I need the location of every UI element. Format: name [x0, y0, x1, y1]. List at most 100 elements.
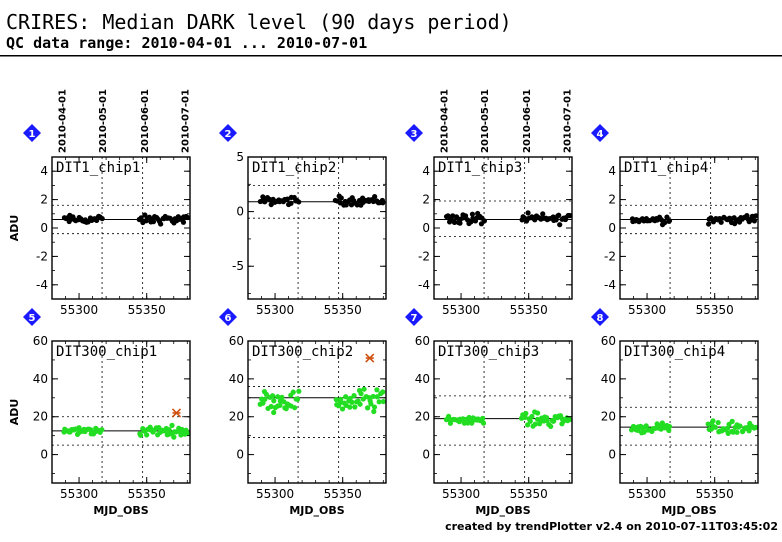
data-point — [296, 388, 302, 394]
y-tick-label: 60 — [415, 334, 430, 348]
data-point — [643, 423, 649, 429]
y-tick-label: 40 — [229, 372, 244, 386]
y-tick-label: 0 — [608, 221, 616, 235]
data-point — [715, 419, 721, 426]
panel-DIT300_chip1: 5 0 20 40 60 55300 55350 DIT300_chip1 ADU MJD_OBS — [8, 308, 191, 517]
header-rule — [0, 55, 782, 57]
data-point — [453, 214, 460, 220]
y-tick-label: 40 — [601, 372, 616, 386]
date-tick-label: 2010-04-01 — [439, 89, 450, 153]
data-point — [364, 405, 371, 411]
data-point — [288, 200, 294, 206]
page-subtitle: QC data range: 2010-04-01 ... 2010-07-01 — [6, 34, 367, 52]
date-tick-label: 2010-05-01 — [98, 89, 109, 153]
panel-badge-icon — [219, 124, 237, 142]
y-tick-label: 2 — [40, 193, 48, 207]
data-point — [481, 218, 487, 224]
outlier-point — [365, 353, 375, 363]
data-point — [166, 427, 172, 433]
data-point — [371, 404, 378, 410]
data-point — [371, 408, 377, 415]
data-point — [283, 406, 289, 412]
y-tick-label: 2 — [608, 193, 616, 207]
x-tick-label: 55300 — [256, 303, 294, 317]
panel-DIT300_chip4: 8 0 20 40 60 55300 55350 DIT300_chip4 MJD_OBS — [591, 308, 759, 517]
data-point — [343, 394, 349, 400]
data-point — [352, 404, 358, 410]
data-point — [462, 213, 469, 219]
date-tick-label: 2010-06-01 — [522, 89, 533, 153]
data-point — [451, 219, 458, 225]
panel-badge-icon — [219, 308, 237, 326]
data-point — [338, 396, 344, 402]
data-point — [751, 218, 758, 224]
data-point — [279, 394, 285, 400]
data-point — [753, 424, 759, 430]
data-point — [457, 220, 463, 226]
x-tick-label: 55300 — [60, 303, 98, 317]
plot-frame — [247, 340, 387, 484]
panel-badge-icon — [23, 124, 41, 142]
data-point — [380, 389, 386, 395]
y-tick-label: 20 — [33, 410, 48, 424]
y-tick-label: 60 — [601, 334, 616, 348]
panel-label: DIT300_chip4 — [624, 344, 725, 360]
data-point — [169, 422, 175, 429]
panel-badge-number: 2 — [225, 129, 232, 140]
data-point — [347, 395, 353, 402]
panel-label: DIT300_chip1 — [56, 344, 157, 360]
data-point — [294, 396, 301, 402]
data-point — [522, 414, 528, 421]
plot-frame — [433, 340, 573, 484]
x-tick-label: 55350 — [324, 303, 362, 317]
data-point — [525, 210, 531, 216]
data-point — [724, 425, 731, 431]
panel-label: DIT1_chip2 — [252, 160, 336, 176]
data-point — [527, 418, 533, 424]
y-tick-label: -2 — [36, 249, 48, 263]
data-point — [144, 432, 150, 438]
data-point — [262, 396, 268, 402]
y-tick-label: 60 — [229, 334, 244, 348]
data-point — [529, 413, 535, 420]
y-axis-label: ADU — [8, 399, 21, 426]
y-tick-label: 0 — [40, 448, 48, 462]
panel-DIT1_chip2: 2 -5 0 5 55300 55350 DIT1_chip2 — [219, 124, 387, 317]
data-point — [535, 410, 541, 416]
x-tick-label: 55350 — [510, 303, 548, 317]
plot-frame — [51, 340, 191, 484]
data-point — [269, 393, 276, 399]
panel-label: DIT1_chip4 — [624, 160, 708, 176]
data-point — [532, 421, 538, 427]
data-point — [666, 427, 672, 433]
data-point — [469, 211, 476, 217]
x-tick-label: 55300 — [628, 303, 666, 317]
date-tick-label: 2010-06-01 — [140, 89, 151, 153]
data-point — [99, 216, 105, 222]
date-tick-label: 2010-05-01 — [480, 89, 491, 153]
y-tick-label: -4 — [418, 278, 430, 292]
y-tick-label: 4 — [422, 164, 430, 178]
plot-frame — [51, 156, 191, 300]
data-point — [370, 393, 376, 400]
data-point — [347, 404, 353, 410]
x-axis-label: MJD_OBS — [289, 504, 344, 517]
panel-badge-icon — [23, 308, 41, 326]
data-point — [180, 219, 187, 225]
data-point — [99, 427, 105, 433]
data-point — [480, 415, 486, 421]
data-point — [525, 422, 531, 428]
data-point — [641, 429, 647, 435]
y-tick-label: 4 — [40, 164, 48, 178]
data-point — [567, 213, 573, 219]
data-point — [368, 401, 374, 407]
x-axis-label: MJD_OBS — [661, 504, 716, 517]
data-point — [138, 215, 144, 221]
plot-frame — [619, 340, 759, 484]
panel-badge-icon — [405, 124, 423, 142]
data-point — [150, 219, 157, 225]
y-tick-label: -2 — [418, 249, 430, 263]
